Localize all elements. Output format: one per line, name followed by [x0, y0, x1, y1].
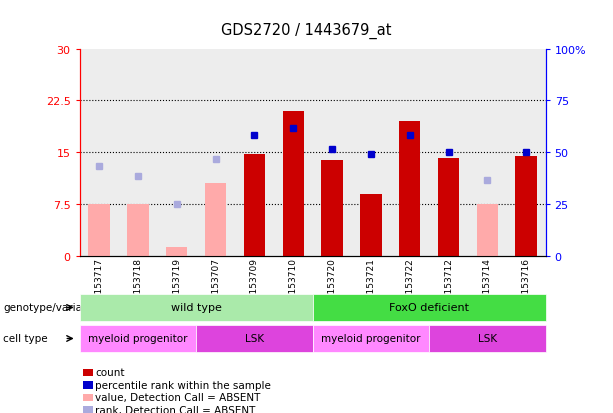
- Text: genotype/variation: genotype/variation: [3, 303, 102, 313]
- Text: FoxO deficient: FoxO deficient: [389, 303, 469, 313]
- Bar: [360, 194, 381, 256]
- Text: LSK: LSK: [245, 334, 264, 344]
- Text: value, Detection Call = ABSENT: value, Detection Call = ABSENT: [95, 392, 261, 402]
- Bar: [274, 50, 313, 256]
- Text: myeloid progenitor: myeloid progenitor: [88, 334, 188, 344]
- Text: myeloid progenitor: myeloid progenitor: [321, 334, 421, 344]
- Bar: [468, 50, 507, 256]
- Bar: [438, 158, 459, 256]
- Bar: [80, 50, 118, 256]
- Bar: [321, 161, 343, 256]
- Bar: [313, 50, 351, 256]
- Text: percentile rank within the sample: percentile rank within the sample: [95, 380, 271, 390]
- Bar: [128, 204, 148, 256]
- Text: cell type: cell type: [3, 334, 48, 344]
- Bar: [244, 154, 265, 256]
- Text: rank, Detection Call = ABSENT: rank, Detection Call = ABSENT: [95, 405, 256, 413]
- Text: wild type: wild type: [171, 303, 221, 313]
- Bar: [158, 50, 196, 256]
- Bar: [477, 204, 498, 256]
- Bar: [516, 156, 537, 256]
- Bar: [118, 50, 158, 256]
- Bar: [196, 50, 235, 256]
- Text: count: count: [95, 368, 124, 377]
- Bar: [88, 204, 110, 256]
- Bar: [235, 50, 274, 256]
- Bar: [351, 50, 390, 256]
- Bar: [166, 248, 188, 256]
- Text: GDS2720 / 1443679_at: GDS2720 / 1443679_at: [221, 23, 392, 39]
- Bar: [283, 112, 304, 256]
- Bar: [390, 50, 429, 256]
- Bar: [205, 184, 226, 256]
- Bar: [507, 50, 546, 256]
- Bar: [399, 122, 421, 256]
- Text: LSK: LSK: [478, 334, 497, 344]
- Bar: [429, 50, 468, 256]
